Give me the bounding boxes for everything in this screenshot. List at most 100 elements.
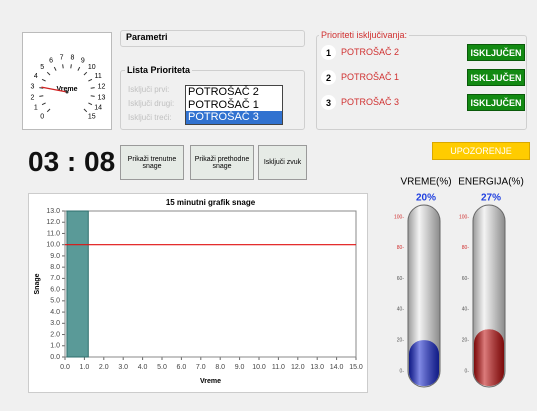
y-tick-label: 2.0 (50, 331, 60, 338)
prioriteti-group: Prioriteti isključivanja: (316, 30, 527, 130)
gauge-tick-label: 6 (49, 58, 53, 65)
field-label: Isključi drugi: (128, 99, 175, 108)
gauge-box: 0 1 2 3 4 5 6 7 8 9 10 11 12 13 14 15 Vreme (22, 32, 112, 130)
y-tick-label: 5.0 (50, 298, 60, 305)
x-axis-label: Vreme (200, 378, 221, 385)
list-item[interactable]: POTROŠAČ 2 (188, 86, 259, 98)
y-tick-label: 8.0 (50, 264, 60, 271)
meter-name: VREME(%) (400, 177, 451, 188)
list-item[interactable]: POTROŠAČ 1 (188, 98, 259, 111)
meter-tick-label: 60- (397, 276, 405, 282)
gauge-tick (53, 66, 57, 71)
gauge-tick-label: 15 (88, 114, 96, 121)
gauge-hub (65, 90, 69, 94)
y-tick-label: 6.0 (50, 286, 60, 293)
meter-tick-label: 80- (462, 245, 470, 251)
y-tick-label: 11.0 (47, 230, 60, 237)
chart-panel: 15 minutni grafik snage Vreme Snage 0.0 1.0 2… (28, 193, 368, 393)
field-label: Isključi treći: (128, 113, 172, 122)
gauge-tick-label: 9 (81, 58, 85, 65)
gauge-tick-label: 14 (94, 105, 102, 112)
gauge-tick-label: 10 (88, 64, 96, 71)
y-tick-label: 9.0 (50, 253, 60, 260)
meter-tick-label: 100- (394, 214, 404, 220)
x-tick-label: 5.0 (157, 364, 167, 371)
group-title: Lista Prioriteta (125, 65, 193, 75)
gauge-tick (39, 95, 44, 97)
meter-tick-label: 100- (459, 214, 469, 220)
y-tick-label: 4.0 (50, 309, 60, 316)
y-tick-label: 3.0 (50, 320, 60, 327)
status-button[interactable]: ISKLJUČEN (467, 94, 525, 111)
clock: 03 : 08 (28, 146, 116, 177)
row-number: 3 (321, 95, 336, 110)
status-button[interactable]: ISKLJUČEN (467, 44, 525, 61)
gauge-label: Vreme (56, 86, 77, 93)
gauge-tick (88, 102, 93, 106)
meter-tick-label: 40- (397, 307, 405, 313)
x-tick-label: 0.0 (60, 364, 70, 371)
status-button[interactable]: ISKLJUČEN (467, 69, 525, 86)
gauge-tick (83, 108, 88, 113)
gauge-tick (39, 87, 44, 89)
action-button[interactable]: Isključi zvuk (258, 145, 307, 180)
plot-frame (64, 210, 357, 358)
parametri-group: Parametri (120, 30, 305, 47)
gauge-tick (88, 78, 93, 82)
gauge-tick (41, 78, 46, 82)
meter-tube (407, 204, 441, 388)
gauge-tick-label: 13 (98, 94, 106, 101)
action-button[interactable]: Prikaži prethodne snage (190, 145, 254, 180)
gauge-tick-label: 3 (30, 83, 34, 90)
x-tick-label: 15.0 (349, 364, 363, 371)
x-tick-label: 2.0 (99, 364, 109, 371)
x-tick-label: 11.0 (272, 364, 285, 371)
gauge-tick (70, 64, 72, 69)
gauge-tick (83, 71, 88, 76)
x-tick-label: 10.0 (252, 364, 266, 371)
gauge-tick (90, 87, 95, 89)
area (66, 210, 89, 358)
consumer-name: POTROŠAČ 1 (341, 72, 400, 82)
meter-tick-label: 0- (465, 368, 470, 374)
x-tick-label: 7.0 (196, 364, 206, 371)
y-tick-label: 13.0 (46, 208, 60, 215)
list-item[interactable]: POTROŠAČ 3 (186, 111, 282, 124)
row-number: 2 (321, 70, 336, 85)
y-tick-label: 10.0 (46, 242, 60, 249)
meter-value-label: 27% (481, 193, 501, 204)
gauge-tick-label: 4 (34, 73, 38, 80)
gauge-tick-label: 2 (30, 94, 34, 101)
gauge-tick (46, 71, 51, 76)
meter-tick-label: 20- (397, 338, 405, 344)
gauge-tick-label: 0 (40, 114, 44, 121)
gauge-tick (62, 64, 64, 69)
gauge-tick-label: 7 (60, 54, 64, 61)
lista-labels: Isključi prvi: Isključi drugi: Isključi tr… (128, 83, 186, 125)
row-number: 1 (321, 45, 336, 60)
action-button[interactable]: Prikaži trenutne snage (120, 145, 184, 180)
gauge-tick (41, 102, 46, 106)
meter-name: ENERGIJA(%) (458, 177, 524, 188)
x-tick-label: 3.0 (118, 364, 128, 371)
y-tick-label: 7.0 (50, 275, 60, 282)
consumer-name: POTROŠAČ 2 (341, 47, 400, 57)
y-tick-label: 12.0 (46, 219, 60, 226)
chart-title: 15 minutni grafik snage (166, 198, 256, 207)
gauge-needle (41, 86, 68, 93)
x-tick-label: 8.0 (215, 364, 225, 371)
meter-tick-label: 80- (397, 245, 405, 251)
warning-button[interactable]: UPOZORENJE (432, 142, 530, 160)
chart: 15 minutni grafik snage Vreme Snage 0.0 1.0 2… (34, 198, 363, 385)
gauge-tick (46, 108, 51, 113)
y-tick-label: 1.0 (50, 343, 60, 350)
meter-shine (474, 329, 504, 386)
gauge-tick-label: 8 (71, 54, 75, 61)
gauge-tick-label: 5 (40, 64, 44, 71)
y-axis-label: Snage (34, 273, 41, 294)
lista-group: Lista Prioriteta (120, 65, 305, 130)
gauge-tick-label: 1 (34, 105, 38, 112)
group-title: Parametri (124, 32, 170, 42)
